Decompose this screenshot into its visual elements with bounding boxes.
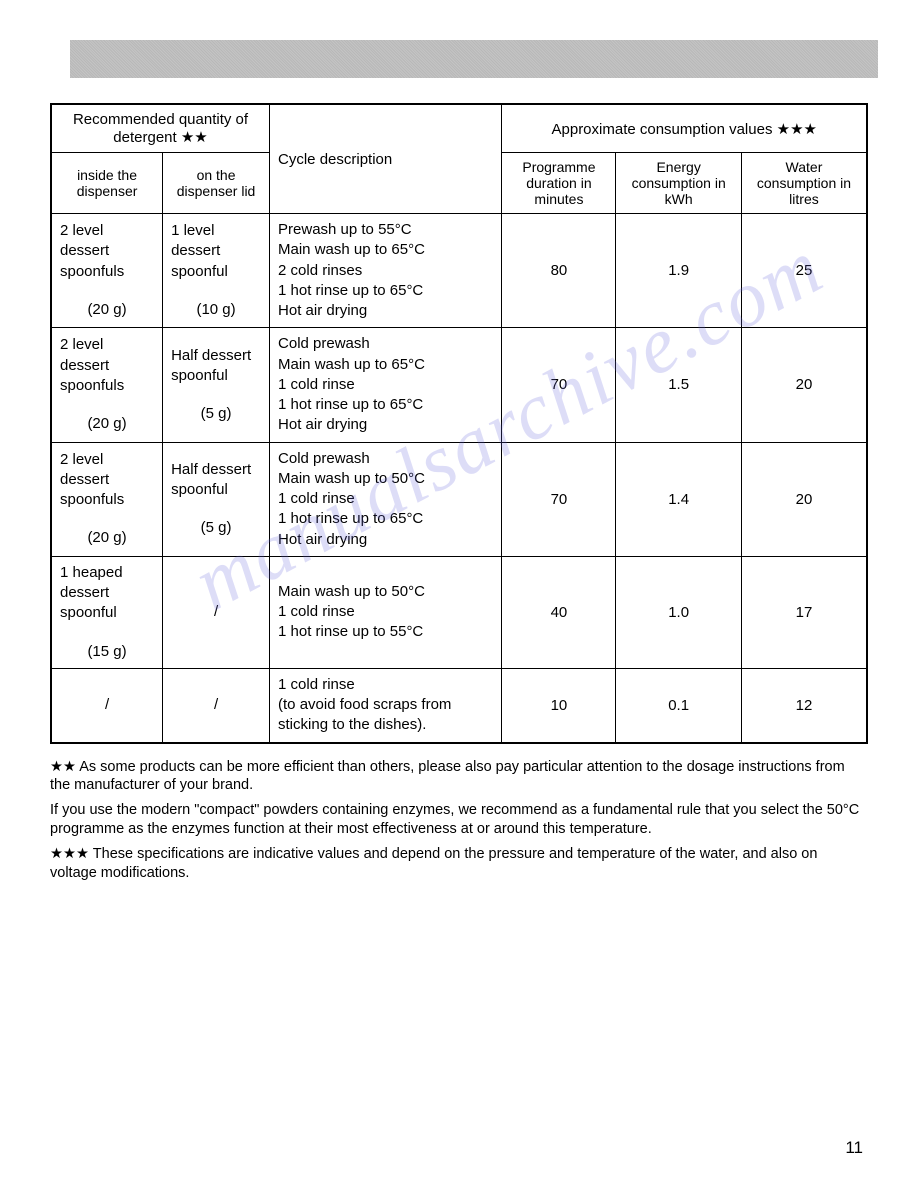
table-row: 1 heaped dessert spoonful(15 g)/Main was… [51, 556, 867, 668]
cell-energy: 1.9 [616, 214, 742, 328]
header-inside-dispenser: inside the dispenser [51, 153, 163, 214]
cell-energy: 1.0 [616, 556, 742, 668]
cell-duration: 10 [502, 668, 616, 742]
cell-inside-dispenser: / [51, 668, 163, 742]
page-number: 11 [845, 1138, 863, 1158]
cell-water: 20 [741, 328, 867, 442]
footnote-1b: If you use the modern "compact" powders … [50, 801, 868, 839]
header-water: Water consumption in litres [741, 153, 867, 214]
cell-water: 17 [741, 556, 867, 668]
header-duration: Programme duration in minutes [502, 153, 616, 214]
footnote-2-text: These specifications are indicative valu… [50, 846, 817, 881]
cell-cycle-description: Main wash up to 50°C 1 cold rinse 1 hot … [270, 556, 502, 668]
cell-energy: 0.1 [616, 668, 742, 742]
cell-duration: 70 [502, 328, 616, 442]
cell-water: 20 [741, 442, 867, 556]
cell-cycle-description: Cold prewash Main wash up to 50°C 1 cold… [270, 442, 502, 556]
cell-inside-dispenser: 2 level dessert spoonfuls(20 g) [51, 328, 163, 442]
table-row: 2 level dessert spoonfuls(20 g)Half dess… [51, 328, 867, 442]
table-row: 2 level dessert spoonfuls(20 g)Half dess… [51, 442, 867, 556]
table-row: 2 level dessert spoonfuls(20 g)1 level d… [51, 214, 867, 328]
header-energy: Energy consumption in kWh [616, 153, 742, 214]
cell-energy: 1.4 [616, 442, 742, 556]
footnote-1: ★★ As some products can be more efficien… [50, 758, 868, 796]
cell-water: 25 [741, 214, 867, 328]
footnote-2: ★★★ These specifications are indicative … [50, 845, 868, 883]
header-consumption-group: Approximate consumption values ★★★ [502, 104, 867, 153]
cell-inside-dispenser: 1 heaped dessert spoonful(15 g) [51, 556, 163, 668]
table-row: //1 cold rinse (to avoid food scraps fro… [51, 668, 867, 742]
footnotes: ★★ As some products can be more efficien… [50, 758, 868, 883]
consumption-table: Recommended quantity of detergent ★★ Cyc… [50, 103, 868, 744]
cell-on-lid: / [163, 556, 270, 668]
cell-cycle-description: Cold prewash Main wash up to 65°C 1 cold… [270, 328, 502, 442]
cell-energy: 1.5 [616, 328, 742, 442]
header-on-lid: on the dispenser lid [163, 153, 270, 214]
table-body: 2 level dessert spoonfuls(20 g)1 level d… [51, 214, 867, 743]
cell-inside-dispenser: 2 level dessert spoonfuls(20 g) [51, 442, 163, 556]
cell-inside-dispenser: 2 level dessert spoonfuls(20 g) [51, 214, 163, 328]
cell-on-lid: Half dessert spoonful(5 g) [163, 328, 270, 442]
footnote-2-stars: ★★★ [50, 846, 89, 862]
cell-cycle-description: 1 cold rinse (to avoid food scraps from … [270, 668, 502, 742]
cell-duration: 40 [502, 556, 616, 668]
cell-on-lid: Half dessert spoonful(5 g) [163, 442, 270, 556]
cell-water: 12 [741, 668, 867, 742]
header-cycle: Cycle description [270, 104, 502, 214]
header-detergent-group: Recommended quantity of detergent ★★ [51, 104, 270, 153]
cell-duration: 70 [502, 442, 616, 556]
cell-on-lid: / [163, 668, 270, 742]
footnote-1-text: As some products can be more efficient t… [50, 759, 845, 794]
cell-on-lid: 1 level dessert spoonful(10 g) [163, 214, 270, 328]
footnote-1-stars: ★★ [50, 759, 76, 775]
header-gray-bar [70, 40, 878, 78]
cell-cycle-description: Prewash up to 55°C Main wash up to 65°C … [270, 214, 502, 328]
cell-duration: 80 [502, 214, 616, 328]
